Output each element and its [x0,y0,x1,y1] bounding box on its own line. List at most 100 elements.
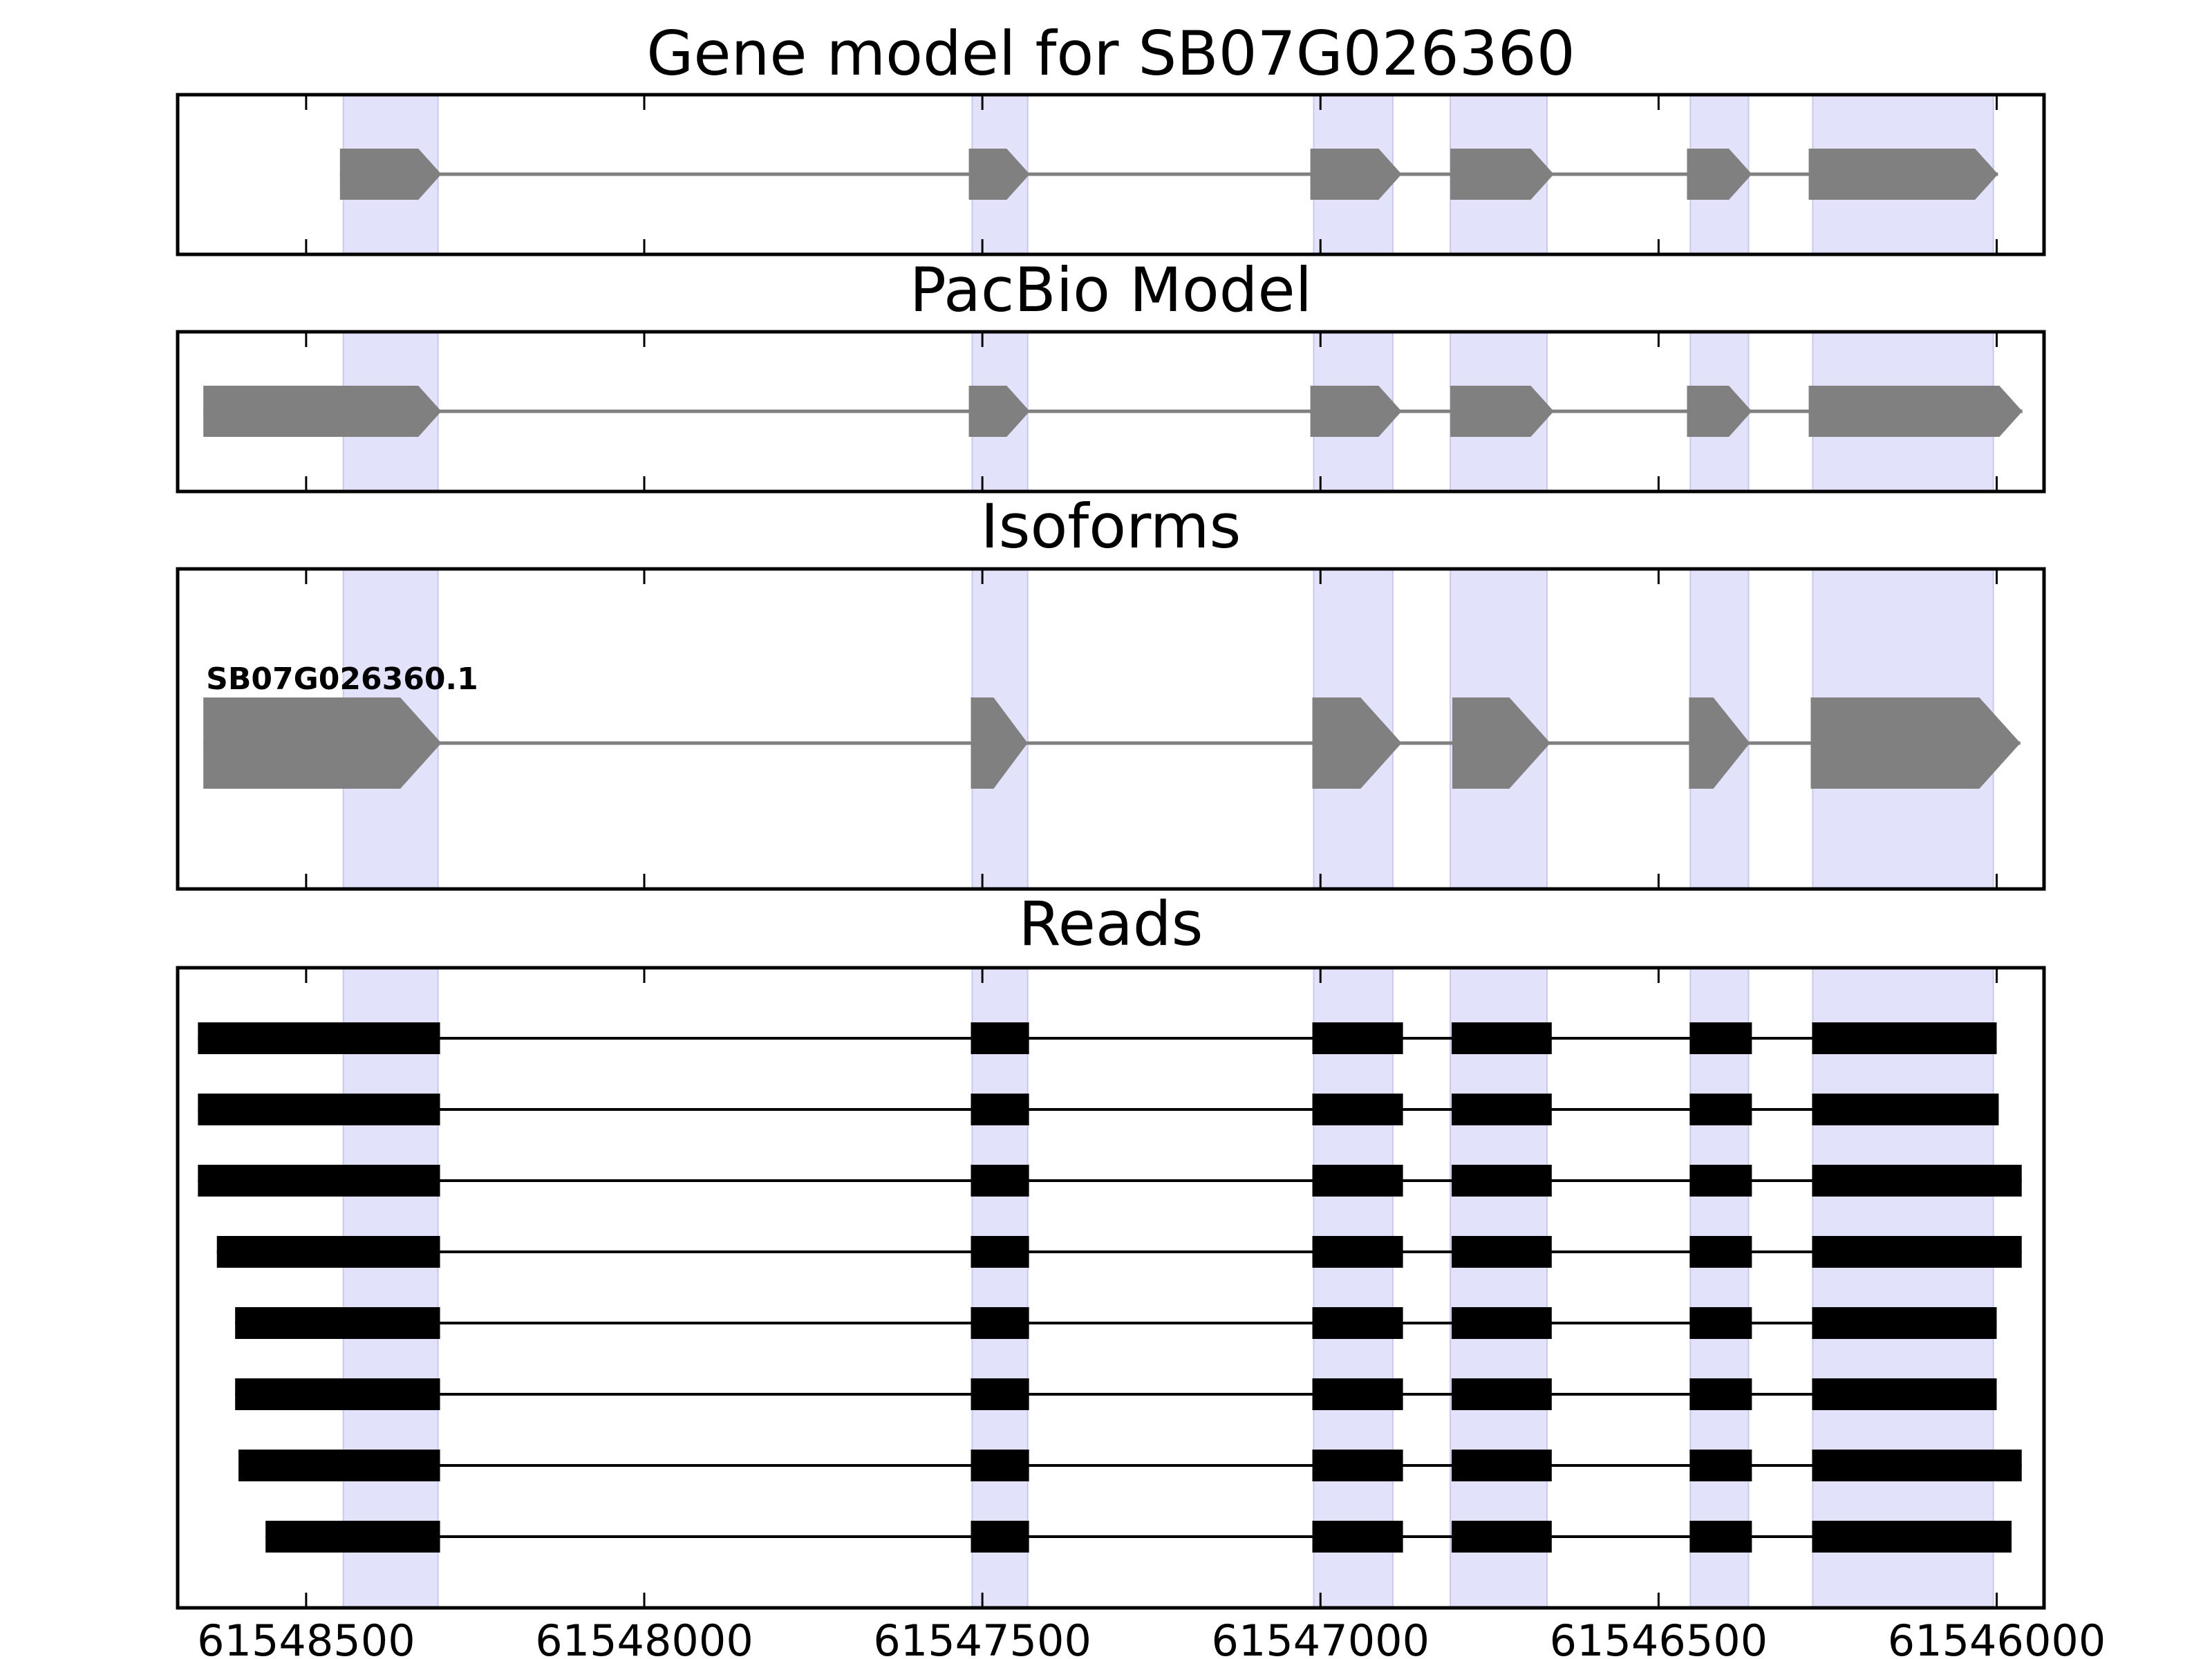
read-exon [1452,1307,1552,1339]
x-tick-label: 61546500 [1550,1615,1768,1659]
exon-arrow [1808,386,2023,437]
x-tick-label: 61547000 [1211,1615,1430,1659]
read-exon [1452,1521,1552,1553]
x-tick-label: 61548000 [535,1615,753,1659]
read-exon [971,1521,1029,1553]
read-exon [1689,1307,1752,1339]
read-exon [1689,1450,1752,1481]
read-exon [1452,1165,1552,1197]
isoform-label: SB07G026360.1 [206,662,478,697]
exon-arrow [203,386,442,437]
read-track [265,1521,2012,1553]
read-exon [1689,1521,1752,1553]
panel-1: PacBio Model [176,254,2046,494]
panel-2: Isoforms SB07G026360.1 [176,491,2046,891]
x-axis: 61548500 61548000 61547500 61547000 61546500… [197,1615,2106,1659]
exon-arrow [1450,149,1554,200]
read-track [235,1307,1997,1339]
exon-arrow [339,149,442,200]
read-track [198,1022,1997,1054]
read-exon [216,1236,440,1268]
panel-frame [176,567,2046,891]
read-track [198,1094,1999,1125]
read-exon [971,1378,1029,1410]
read-exon [971,1022,1029,1054]
model-track: SB07G026360.1 [203,662,2021,789]
read-exon [198,1165,440,1197]
read-exon [1689,1236,1752,1268]
panel-title: Reads [1019,888,1203,959]
highlight-band [342,967,439,1609]
x-tick-label: 61548500 [197,1615,415,1659]
panel-0: Gene model for SB07G026360 [176,18,2046,256]
read-exon [235,1378,440,1410]
read-exon [198,1094,440,1125]
read-exon [1452,1022,1552,1054]
read-exon [1312,1307,1403,1339]
read-exon [1812,1022,1997,1054]
read-exon [1812,1094,1999,1125]
read-exon [971,1450,1029,1481]
panel-title: Isoforms [981,491,1241,562]
exon-arrow [1452,697,1550,789]
read-exon [1812,1378,1997,1410]
panel-frame [176,966,2046,1610]
exon-arrow [1310,386,1402,437]
read-exon [971,1094,1029,1125]
read-exon [1452,1236,1552,1268]
exon-arrow [1310,149,1402,200]
model-track [203,386,2023,437]
read-exon [235,1307,440,1339]
read-exon [1812,1236,2022,1268]
exon-arrow [203,697,442,789]
read-exon [1312,1378,1403,1410]
x-tick-label: 61546000 [1888,1615,2106,1659]
highlight-band [1812,967,1994,1609]
read-exon [1689,1165,1752,1197]
read-exon [971,1236,1029,1268]
read-exon [1312,1450,1403,1481]
exon-arrow [968,386,1030,437]
panel-frame [176,330,2046,494]
x-tick-label: 61547500 [873,1615,1091,1659]
read-exon [1312,1521,1403,1553]
read-exon [1452,1450,1552,1481]
read-exon [1689,1022,1752,1054]
read-track [238,1450,2022,1481]
read-exon [265,1521,440,1553]
read-exon [971,1307,1029,1339]
read-exon [1812,1307,1997,1339]
panel-3: Reads [176,888,2046,1610]
read-track [216,1236,2022,1268]
panel-frame [176,93,2046,256]
read-exon [1689,1094,1752,1125]
highlight-band [971,967,1029,1609]
read-exon [1452,1094,1552,1125]
panel-title: PacBio Model [910,254,1312,326]
highlight-band [1313,967,1394,1609]
exon-arrow [1450,386,1554,437]
model-track [339,149,1998,200]
read-exon [1812,1450,2022,1481]
read-exon [1812,1165,2022,1197]
exon-arrow [1808,149,1998,200]
read-track [235,1378,1997,1410]
read-exon [1812,1521,2012,1553]
highlight-band [1689,967,1750,1609]
read-exon [1312,1094,1403,1125]
read-exon [198,1022,440,1054]
highlight-band [1450,967,1548,1609]
read-exon [971,1165,1029,1197]
read-exon [1312,1236,1403,1268]
exon-arrow [1689,697,1750,789]
exon-arrow [1810,697,2021,789]
panel-title: Gene model for SB07G026360 [646,18,1575,89]
read-exon [1312,1165,1403,1197]
read-track [198,1165,2022,1197]
exon-arrow [1687,149,1752,200]
exon-arrow [1312,697,1402,789]
exon-arrow [1687,386,1752,437]
read-exon [1689,1378,1752,1410]
read-exon [1452,1378,1552,1410]
